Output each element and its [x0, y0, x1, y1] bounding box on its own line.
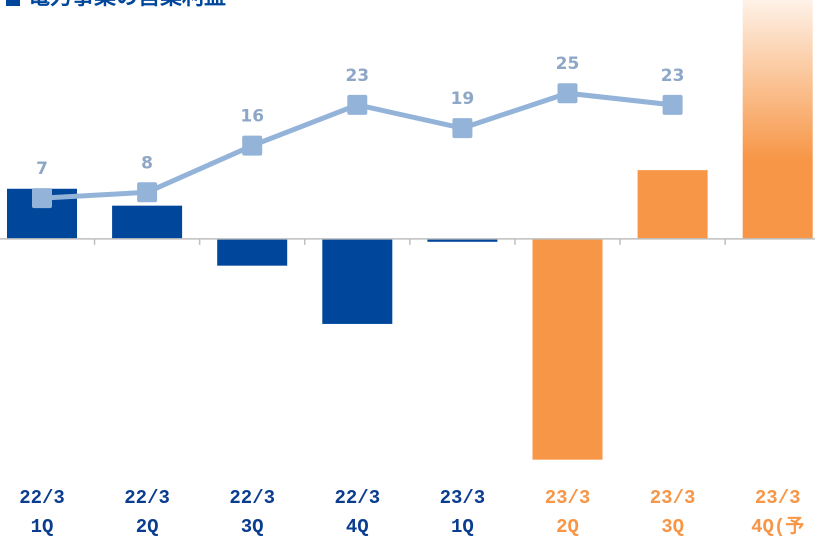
value-label: 23 [661, 66, 685, 86]
value-label: 16 [240, 107, 264, 127]
bar [322, 238, 393, 324]
bar [637, 170, 708, 239]
value-label: 23 [345, 66, 369, 86]
line-marker [662, 94, 683, 115]
x-tick-label: 4Q(予 [751, 516, 804, 538]
bar [217, 238, 288, 266]
value-label: 7 [36, 159, 48, 179]
x-tick-label: 22/3 [124, 487, 170, 509]
line-marker [557, 83, 578, 104]
x-tick-label: 23/3 [755, 487, 801, 509]
value-label: 25 [556, 54, 580, 74]
chart-title: 電力事業の営業利益 [28, 0, 226, 10]
line-marker [242, 135, 263, 156]
x-tick-label: 23/3 [545, 487, 591, 509]
x-tick-label: 1Q [451, 516, 474, 538]
value-label: 19 [451, 89, 475, 109]
x-tick-label: 23/3 [440, 487, 486, 509]
bar [742, 0, 813, 239]
x-tick-label: 2Q [136, 516, 159, 538]
line-marker [452, 118, 473, 139]
x-tick-label: 22/3 [19, 487, 65, 509]
line-marker [347, 94, 368, 115]
x-tick-label: 4Q [346, 516, 369, 538]
bar [532, 238, 603, 460]
x-tick-label: 3Q [241, 516, 264, 538]
value-label: 8 [141, 153, 153, 173]
x-tick-label: 2Q [556, 516, 579, 538]
bar [112, 205, 183, 239]
x-tick-label: 3Q [661, 516, 684, 538]
line-marker [137, 182, 158, 203]
line-marker [32, 188, 52, 209]
title-icon [6, 0, 20, 6]
x-tick-label: 22/3 [334, 487, 380, 509]
x-tick-label: 23/3 [650, 487, 696, 509]
x-tick-label: 1Q [31, 516, 54, 538]
bar [427, 238, 498, 242]
x-tick-label: 22/3 [229, 487, 275, 509]
